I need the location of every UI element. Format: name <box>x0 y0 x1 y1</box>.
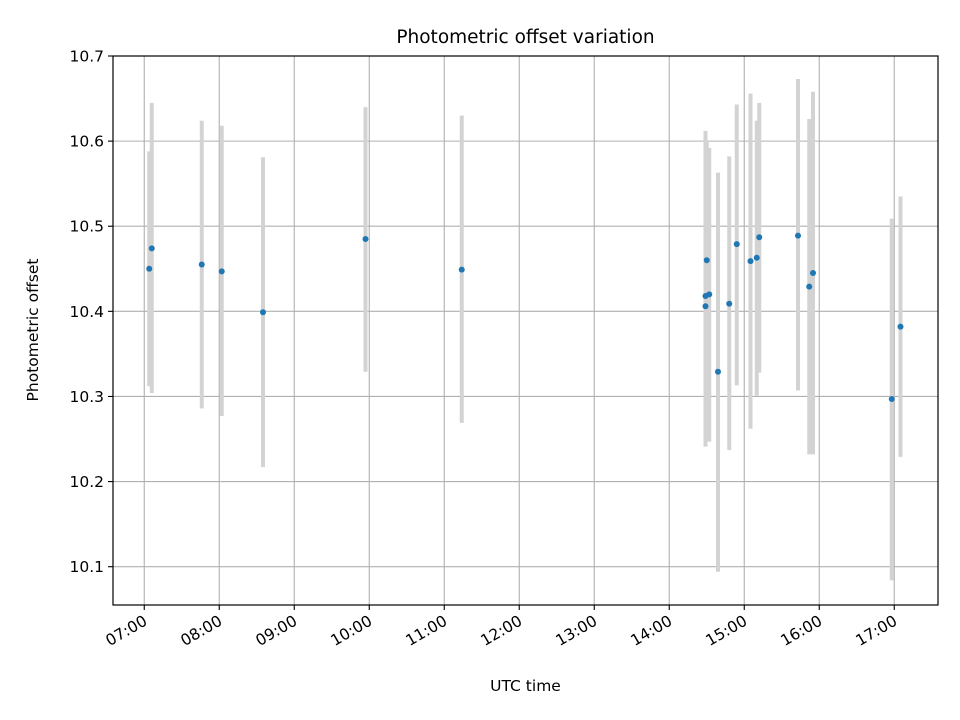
data-point <box>733 241 740 248</box>
data-point <box>706 291 713 298</box>
y-tick-label: 10.5 <box>69 218 104 236</box>
y-tick-label: 10.7 <box>69 48 104 66</box>
y-tick-label: 10.2 <box>69 473 104 491</box>
data-point <box>888 396 895 403</box>
plot-area <box>113 56 938 605</box>
data-point <box>146 265 153 272</box>
data-point <box>810 270 816 277</box>
data-point <box>218 268 225 275</box>
data-point <box>897 323 904 330</box>
data-point <box>458 266 465 273</box>
data-point <box>148 245 155 252</box>
grid <box>113 55 938 605</box>
data-point <box>702 303 709 310</box>
data-point <box>703 257 710 264</box>
data-point <box>806 283 813 290</box>
data-point <box>715 368 721 375</box>
y-tick-label: 10.4 <box>69 303 104 321</box>
y-tick-label: 10.3 <box>69 388 104 406</box>
plot-frame <box>112 55 939 606</box>
data-point <box>756 234 763 241</box>
data-point <box>753 254 760 261</box>
data-point <box>260 309 266 316</box>
data-point <box>747 258 754 265</box>
data-points <box>146 232 904 403</box>
y-tick-label: 10.1 <box>69 558 104 576</box>
data-point <box>362 236 369 242</box>
y-tick-label: 10.6 <box>69 133 104 151</box>
data-point <box>198 261 205 268</box>
data-point <box>795 232 801 239</box>
y-axis: 10.1 10.2 10.3 10.4 10.5 10.6 10.7 <box>69 48 113 576</box>
x-axis-title: UTC time <box>490 677 561 695</box>
y-axis-title: Photometric offset <box>24 259 42 402</box>
chart-title: Photometric offset variation <box>396 27 654 48</box>
data-point <box>726 300 733 307</box>
